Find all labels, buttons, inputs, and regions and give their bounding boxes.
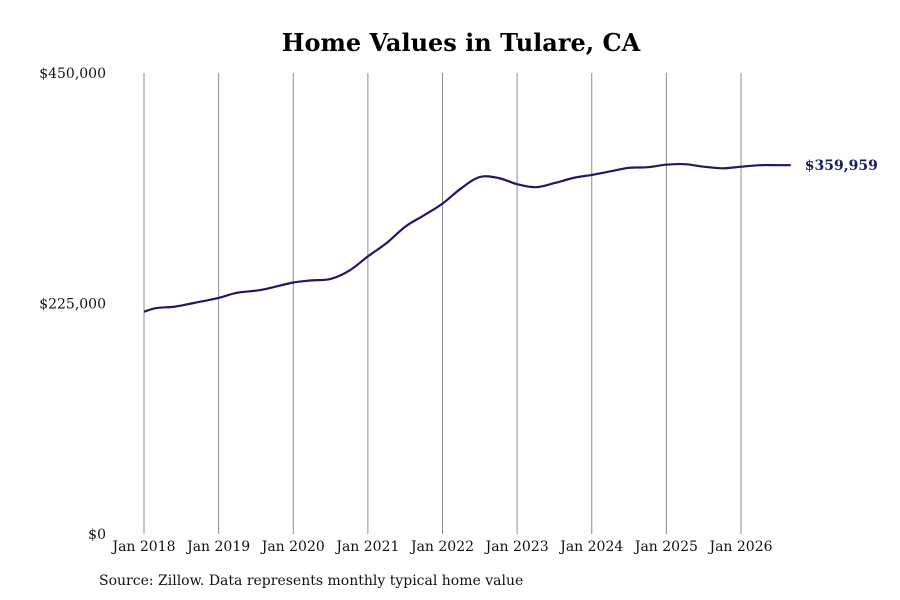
chart-title: Home Values in Tulare, CA xyxy=(281,28,641,57)
y-tick-label: $450,000 xyxy=(39,66,106,82)
y-tick-label: $225,000 xyxy=(39,297,106,313)
x-tick-label: Jan 2024 xyxy=(558,539,623,555)
end-value-label: $359,959 xyxy=(805,158,878,174)
series-layer: $359,959 xyxy=(143,158,878,313)
x-tick-label: Jan 2018 xyxy=(110,539,175,555)
series-line xyxy=(143,162,791,313)
x-tick-label: Jan 2022 xyxy=(409,539,474,555)
x-tick-label: Jan 2021 xyxy=(334,539,399,555)
x-tick-label: Jan 2025 xyxy=(633,539,698,555)
x-tick-label: Jan 2026 xyxy=(707,539,772,555)
y-tick-label: $0 xyxy=(88,527,106,543)
source-note: Source: Zillow. Data represents monthly … xyxy=(99,573,524,589)
x-tick-label: Jan 2019 xyxy=(185,539,250,555)
y-axis-tick-labels: $0 $225,000 $450,000 xyxy=(39,66,106,543)
x-axis-tick-labels: Jan 2018 Jan 2019 Jan 2020 Jan 2021 Jan 2022… xyxy=(110,539,772,555)
x-tick-label: Jan 2023 xyxy=(484,539,549,555)
x-tick-label: Jan 2020 xyxy=(260,539,325,555)
grid-lines xyxy=(143,73,742,534)
